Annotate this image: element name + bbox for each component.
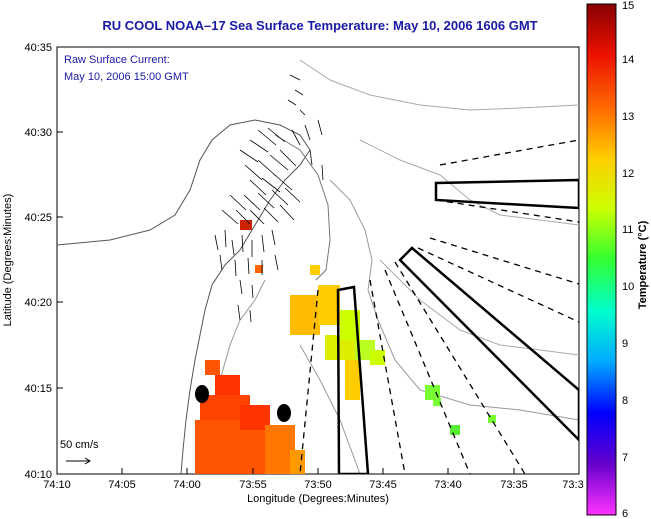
current-label-2: May 10, 2006 15:00 GMT xyxy=(64,71,189,83)
cbar-tick-8: 8 xyxy=(622,395,628,407)
x-axis-label: Longitude (Degrees:Minutes) xyxy=(247,493,389,505)
x-axis: 74:10 74:05 74:00 73:55 73:50 73:45 73:4… xyxy=(43,468,584,505)
current-vectors xyxy=(214,74,324,323)
contour-4 xyxy=(379,259,579,356)
cbar-tick-11: 11 xyxy=(622,224,633,236)
cbar-tick-10: 10 xyxy=(622,281,634,293)
y-tick-0: 40:35 xyxy=(24,42,52,54)
contour-5 xyxy=(299,59,579,111)
x-tick-1: 74:05 xyxy=(108,479,136,491)
cbar-tick-9: 9 xyxy=(622,338,628,350)
map-title: RU COOL NOAA–17 Sea Surface Temperature:… xyxy=(102,18,538,33)
transect-box-1 xyxy=(336,285,370,474)
scale-label: 50 cm/s xyxy=(60,439,99,451)
cbar-tick-14: 14 xyxy=(622,54,634,66)
x-tick-7: 73:35 xyxy=(500,479,528,491)
colorbar: 15 14 13 12 11 10 9 8 7 6 Temperature (°… xyxy=(586,0,649,519)
marker-2 xyxy=(277,404,291,422)
contour-3 xyxy=(359,139,579,226)
y-axis-label: Latitude (Degrees:Minutes) xyxy=(2,194,14,327)
y-tick-3: 40:20 xyxy=(24,297,52,309)
y-tick-2: 40:25 xyxy=(24,212,52,224)
x-tick-2: 74:00 xyxy=(173,479,201,491)
current-label-1: Raw Surface Current: xyxy=(64,54,170,66)
colorbar-label: Temperature (°C) xyxy=(637,220,649,309)
cbar-tick-12: 12 xyxy=(622,168,634,180)
marker-1 xyxy=(195,385,209,403)
y-tick-1: 40:30 xyxy=(24,127,52,139)
contour-2 xyxy=(329,179,579,421)
y-tick-5: 40:10 xyxy=(24,469,52,481)
cbar-tick-15: 15 xyxy=(622,0,634,12)
x-tick-6: 73:40 xyxy=(434,479,462,491)
sandy-hook xyxy=(274,134,331,281)
x-tick-0: 74:10 xyxy=(43,479,71,491)
x-tick-3: 73:55 xyxy=(239,479,267,491)
sampling-lines xyxy=(299,139,579,474)
cbar-tick-6: 6 xyxy=(622,508,628,519)
x-tick-8: 73:3 xyxy=(562,479,583,491)
contour-6 xyxy=(299,344,361,474)
transect-box-3 xyxy=(434,178,579,210)
x-tick-4: 73:50 xyxy=(304,479,332,491)
y-axis: 40:35 40:30 40:25 40:20 40:15 40:10 Lati… xyxy=(2,42,63,481)
cbar-tick-13: 13 xyxy=(622,111,634,123)
cbar-tick-7: 7 xyxy=(622,452,628,464)
transect-box-2 xyxy=(398,246,579,442)
x-tick-5: 73:45 xyxy=(369,479,397,491)
plot-frame xyxy=(56,46,580,475)
coastline xyxy=(57,119,311,474)
y-tick-4: 40:15 xyxy=(24,383,52,395)
